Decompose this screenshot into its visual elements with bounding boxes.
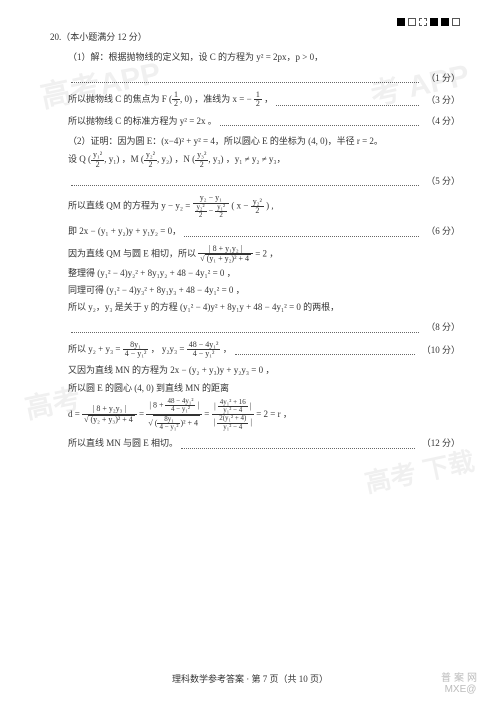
score-12: （12 分） (418, 436, 460, 451)
line-1: （1）解：根据抛物线的定义知，设 C 的方程为 y² = 2px，p > 0， (68, 50, 323, 65)
score-8: （8 分） (422, 320, 460, 335)
line-3: 所以抛物线 C 的标准方程为 y² = 2x 。 (68, 114, 217, 129)
mark-3 (419, 18, 427, 26)
line-14: 所以圆 E 的圆心 (4, 0) 到直线 MN 的距离 (50, 381, 460, 396)
mark-6 (452, 18, 460, 26)
line-12: 所以 y₂ + y₃ = 8y₁4 − y₁² ， y₂y₃ = 48 − 4y… (68, 341, 232, 359)
score-10: （10 分） (418, 343, 460, 358)
line-8: 因为直线 QM 与圆 E 相切，所以 | 8 + y₁y₂ | √(y₁ + y… (50, 245, 460, 264)
mark-2 (408, 18, 416, 26)
page-footer: 理科数学参考答案 · 第 7 页（共 10 页） (0, 672, 500, 687)
mark-4 (430, 18, 438, 26)
score-6: （6 分） (422, 224, 460, 239)
line-10: 同理可得 (y₁² − 4)y₃² + 8y₁y₃ + 48 − 4y₁² = … (50, 283, 460, 298)
line-6: 所以直线 QM 的方程为 y − y₂ = y₂ − y₁ y₂²2 − y₁²… (50, 194, 460, 219)
line-4: （2）证明：因为圆 E：(x−4)² + y² = 4，所以圆心 E 的坐标为 … (50, 134, 460, 149)
score-1: （1 分） (422, 71, 460, 86)
score-3: （3 分） (422, 93, 460, 108)
line-11: 所以 y₂，y₃ 是关于 y 的方程 (y₁² − 4)y² + 8y₁y + … (50, 300, 460, 315)
mark-5 (441, 18, 449, 26)
line-7: 即 2x − (y₁ + y₂)y + y₁y₂ = 0， (68, 224, 181, 239)
line-5: 设 Q (y₁²2, y₁) ，M (y₂²2, y₂) ，N (y₃²2, y… (50, 151, 460, 169)
header-squares (397, 18, 460, 26)
line-9: 整理得 (y₁² − 4)y₂² + 8y₁y₂ + 48 − 4y₁² = 0… (50, 266, 460, 281)
line-16: 所以直线 MN 与圆 E 相切。 (68, 436, 178, 451)
brand-watermark: 普案网 MXE@ (441, 673, 480, 695)
score-4: （4 分） (422, 114, 460, 129)
line-15: d = | 8 + y₂y₃ | √(y₂ + y₃)² + 4 = | 8 +… (50, 398, 460, 431)
line-2: 所以抛物线 C 的焦点为 F (12, 0) ，准线为 x = − 12 ， (68, 91, 273, 109)
mark-1 (397, 18, 405, 26)
score-5: （5 分） (422, 174, 460, 189)
question-head: 20.（本小题满分 12 分） (50, 30, 460, 45)
line-13: 又因为直线 MN 的方程为 2x − (y₂ + y₃)y + y₂y₃ = 0… (50, 363, 460, 378)
